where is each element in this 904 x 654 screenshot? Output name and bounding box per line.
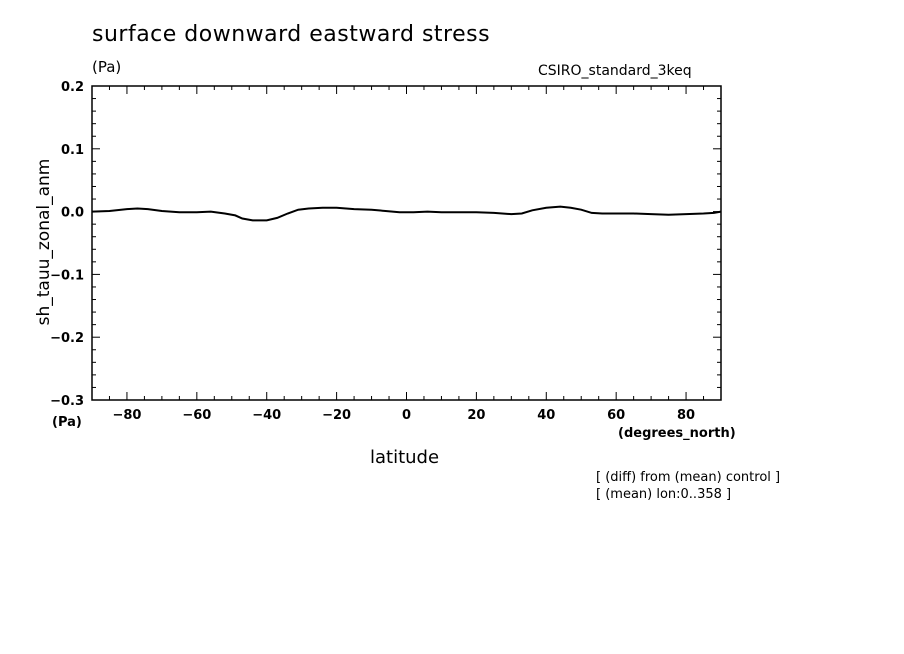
axis-ticks [91, 85, 722, 401]
x-tick-label: −40 [252, 408, 281, 423]
y-tick-label: 0.2 [61, 80, 84, 95]
model-label: CSIRO_standard_3keq [538, 63, 692, 79]
y-axis-units: (Pa) [52, 415, 82, 430]
plot-frame [91, 85, 722, 401]
chart-units: (Pa) [92, 58, 122, 76]
y-tick-label: −0.1 [50, 268, 84, 283]
note-mean: [ (mean) lon:0..358 ] [596, 487, 732, 502]
y-tick-label: 0.0 [61, 206, 84, 221]
x-tick-label: 60 [607, 408, 625, 423]
series-line [91, 205, 722, 222]
x-tick-label: −80 [112, 408, 141, 423]
y-tick-labels: −0.3 −0.2 −0.1 0.0 0.1 0.2 [50, 80, 84, 409]
y-tick-label: 0.1 [61, 143, 84, 158]
x-tick-labels: −80 −60 −40 −20 0 20 40 60 80 [112, 408, 695, 423]
y-tick-label: −0.3 [50, 394, 84, 409]
y-tick-label: −0.2 [50, 331, 84, 346]
x-axis-label: latitude [370, 447, 440, 468]
x-tick-label: −60 [182, 408, 211, 423]
x-axis-units: (degrees_north) [618, 426, 736, 441]
x-tick-label: 80 [677, 408, 695, 423]
x-tick-label: 40 [537, 408, 555, 423]
chart-title: surface downward eastward stress [92, 22, 491, 47]
x-tick-label: −20 [322, 408, 351, 423]
x-tick-label: 20 [467, 408, 485, 423]
x-tick-label: 0 [402, 408, 411, 423]
note-diff: [ (diff) from (mean) control ] [596, 470, 781, 485]
